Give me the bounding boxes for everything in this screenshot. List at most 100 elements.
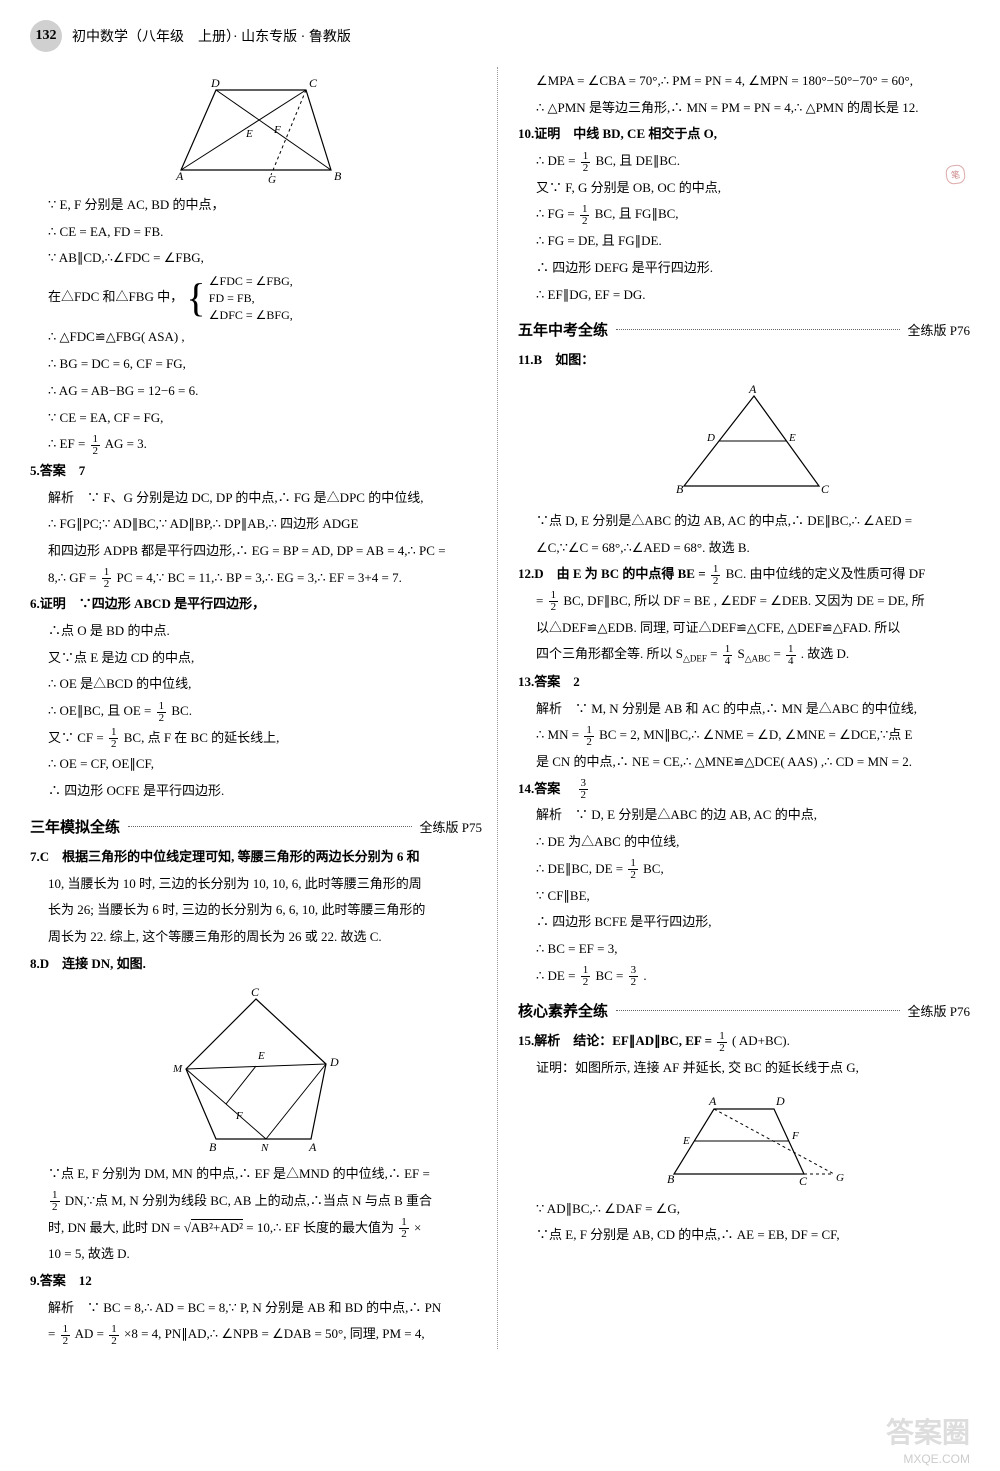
text-line: ∴点 O 是 BD 的中点. — [30, 619, 482, 644]
text-line: 是 CN 的中点,∴ NE = CE,∴ △MNE≌△DCE( AAS) ,∴ … — [518, 750, 970, 775]
page-title: 初中数学（八年级 上册）· 山东专版 · 鲁教版 — [72, 26, 351, 46]
text-line: ∴ DE∥BC, DE = 12 BC, — [518, 857, 970, 882]
text-line: 和四边形 ADPB 都是平行四边形,∴ EG = BP = AD, DP = A… — [30, 539, 482, 564]
text-line: 10, 当腰长为 10 时, 三边的长分别为 10, 10, 6, 此时等腰三角… — [30, 872, 482, 897]
svg-text:E: E — [257, 1050, 265, 1062]
text-line: 10 = 5, 故选 D. — [30, 1242, 482, 1267]
content-columns: A B C D E F G ∵ E, F 分别是 AC, BD 的中点， ∴ C… — [30, 67, 970, 1349]
svg-text:A: A — [748, 382, 757, 396]
text-line: ∴ EF = 12 AG = 3. — [30, 432, 482, 457]
svg-text:F: F — [791, 1130, 799, 1142]
text-line: ∴ FG = DE, 且 FG∥DE. — [518, 229, 970, 254]
text-line: 又∵点 E 是边 CD 的中点, — [30, 646, 482, 671]
svg-text:B: B — [209, 1140, 217, 1154]
svg-text:M: M — [172, 1063, 183, 1075]
text-line: ∴ △FDC≌△FBG( ASA) , — [30, 325, 482, 350]
text-line: 四个三角形都全等. 所以 S△DEF = 14 S△ABC = 14 . 故选 … — [518, 642, 970, 668]
q12: 12.D 由 E 为 BC 的中点得 BE = 12 BC. 由中位线的定义及性… — [518, 562, 970, 587]
text-line: ∴ BG = DC = 6, CF = FG, — [30, 352, 482, 377]
text-line: ∴ BC = EF = 3, — [518, 937, 970, 962]
text-line: ∴ DE 为△ABC 的中位线, — [518, 830, 970, 855]
text-line: 又∵ F, G 分别是 OB, OC 的中点, — [518, 176, 970, 201]
q15: 15.解析 结论：EF∥AD∥BC, EF = 12 ( AD+BC). — [518, 1029, 970, 1054]
text-line: ∴ 四边形 DEFG 是平行四边形. — [518, 256, 970, 281]
svg-text:A: A — [175, 169, 184, 183]
text-line: ∴ AG = AB−BG = 12−6 = 6. — [30, 379, 482, 404]
svg-text:B: B — [667, 1172, 675, 1186]
section-title-2: 五年中考全练全练版 P76 — [518, 319, 970, 340]
text-line: 解析 ∵ F、G 分别是边 DC, DP 的中点,∴ FG 是△DPC 的中位线… — [30, 486, 482, 511]
text-line: 解析 ∵ M, N 分别是 AB 和 AC 的中点,∴ MN 是△ABC 的中位… — [518, 697, 970, 722]
text-line: 解析 ∵ D, E 分别是△ABC 的边 AB, AC 的中点, — [518, 803, 970, 828]
svg-text:F: F — [235, 1110, 243, 1122]
svg-text:C: C — [821, 482, 830, 496]
text-line: ∵点 E, F 分别是 AB, CD 的中点,∴ AE = EB, DF = C… — [518, 1223, 970, 1248]
text-line: ∵ AD∥BC,∴ ∠DAF = ∠G, — [518, 1197, 970, 1222]
text-line: 12 DN,∵点 M, N 分别为线段 BC, AB 上的动点,∴当点 N 与点… — [30, 1189, 482, 1214]
svg-text:D: D — [210, 76, 220, 90]
section-title-3: 核心素养全练全练版 P76 — [518, 1000, 970, 1021]
svg-text:F: F — [273, 124, 281, 136]
text-line: 以△DEF≌△EDB. 同理, 可证△DEF≌△CFE, △DEF≌△FAD. … — [518, 616, 970, 641]
text-line: ∠MPA = ∠CBA = 70°,∴ PM = PN = 4, ∠MPN = … — [518, 69, 970, 94]
text-line: ∴ DE = 12 BC = 32 . — [518, 964, 970, 989]
svg-text:A: A — [708, 1094, 717, 1108]
text-line: 在△FDC 和△FBG 中， { ∠FDC = ∠FBG, FD = FB, ∠… — [30, 273, 482, 323]
figure-2: A B C D E F M N — [30, 984, 482, 1154]
svg-text:D: D — [706, 432, 715, 444]
text-line: ∵ CF∥BE, — [518, 884, 970, 909]
svg-text:E: E — [245, 128, 253, 140]
text-line: ∵ CE = EA, CF = FG, — [30, 406, 482, 431]
svg-text:C: C — [799, 1174, 808, 1188]
svg-text:G: G — [836, 1172, 844, 1184]
text-line: ∴ DE = 12 BC, 且 DE∥BC. — [518, 149, 970, 174]
text-line: ∴ 四边形 OCFE 是平行四边形. — [30, 779, 482, 804]
text-line: ∴ OE = CF, OE∥CF, — [30, 752, 482, 777]
text-line: ∠C,∵∠C = 68°,∴∠AED = 68°. 故选 B. — [518, 536, 970, 561]
figure-1: A B C D E F G — [30, 75, 482, 185]
text-line: ∴ EF∥DG, EF = DG. — [518, 283, 970, 308]
watermark-url: MXQE.COM — [903, 1452, 970, 1466]
text-line: ∵点 E, F 分别为 DM, MN 的中点,∴ EF 是△MND 的中位线,∴… — [30, 1162, 482, 1187]
text-line: ∴ OE∥BC, 且 OE = 12 BC. — [30, 699, 482, 724]
svg-text:C: C — [251, 985, 260, 999]
text-line: ∴ FG = 12 BC, 且 FG∥BC, — [518, 202, 970, 227]
q8: 8.D 连接 DN, 如图. — [30, 952, 482, 977]
svg-text:A: A — [308, 1140, 317, 1154]
q6-proof: 6.证明 ∵四边形 ABCD 是平行四边形， — [30, 592, 482, 617]
svg-text:D: D — [775, 1094, 785, 1108]
text-line: ∴ 四边形 BCFE 是平行四边形, — [518, 910, 970, 935]
text-line: ∵ AB∥CD,∴∠FDC = ∠FBG, — [30, 246, 482, 271]
svg-text:B: B — [334, 169, 342, 183]
text-line: 8,∴ GF = 12 PC = 4,∵ BC = 11,∴ BP = 3,∴ … — [30, 566, 482, 591]
svg-text:E: E — [682, 1135, 690, 1147]
svg-text:B: B — [676, 482, 684, 496]
text-line: = 12 BC, DF∥BC, 所以 DF = BE , ∠EDF = ∠DEB… — [518, 589, 970, 614]
text-line: ∴ FG∥PC;∵ AD∥BC,∵ AD∥BP,∴ DP∥AB,∴ 四边形 AD… — [30, 512, 482, 537]
text-line: = 12 AD = 12 ×8 = 4, PN∥AD,∴ ∠NPB = ∠DAB… — [30, 1322, 482, 1347]
q7: 7.C 根据三角形的中位线定理可知, 等腰三角形的两边长分别为 6 和 — [30, 845, 482, 870]
page-header: 132 初中数学（八年级 上册）· 山东专版 · 鲁教版 — [30, 20, 970, 52]
text-line: ∴ △PMN 是等边三角形,∴ MN = PM = PN = 4,∴ △PMN … — [518, 96, 970, 121]
text-line: 解析 ∵ BC = 8,∴ AD = BC = 8,∵ P, N 分别是 AB … — [30, 1296, 482, 1321]
q9-answer: 9.答案 12 — [30, 1269, 482, 1294]
svg-text:D: D — [329, 1055, 339, 1069]
text-line: 证明：如图所示, 连接 AF 并延长, 交 BC 的延长线于点 G, — [518, 1056, 970, 1081]
text-line: 周长为 22. 综上, 这个等腰三角形的周长为 26 或 22. 故选 C. — [30, 925, 482, 950]
right-column: ∠MPA = ∠CBA = 70°,∴ PM = PN = 4, ∠MPN = … — [518, 67, 970, 1349]
q5-answer: 5.答案 7 — [30, 459, 482, 484]
svg-text:E: E — [788, 432, 796, 444]
text-line: 时, DN 最大, 此时 DN = √AB²+AD² = 10,∴ EF 长度的… — [30, 1216, 482, 1241]
svg-text:N: N — [260, 1142, 269, 1154]
text-line: ∵ E, F 分别是 AC, BD 的中点， — [30, 193, 482, 218]
section-title-1: 三年模拟全练全练版 P75 — [30, 816, 482, 837]
q14-answer: 14.答案 32 — [518, 777, 970, 802]
svg-text:C: C — [309, 76, 318, 90]
q11: 11.B 如图： — [518, 348, 970, 373]
svg-text:G: G — [268, 174, 276, 185]
left-column: A B C D E F G ∵ E, F 分别是 AC, BD 的中点， ∴ C… — [30, 67, 498, 1349]
q13-answer: 13.答案 2 — [518, 670, 970, 695]
page-number-badge: 132 — [30, 20, 62, 52]
figure-4: A D B C E F G — [518, 1089, 970, 1189]
text-line: ∴ CE = EA, FD = FB. — [30, 220, 482, 245]
